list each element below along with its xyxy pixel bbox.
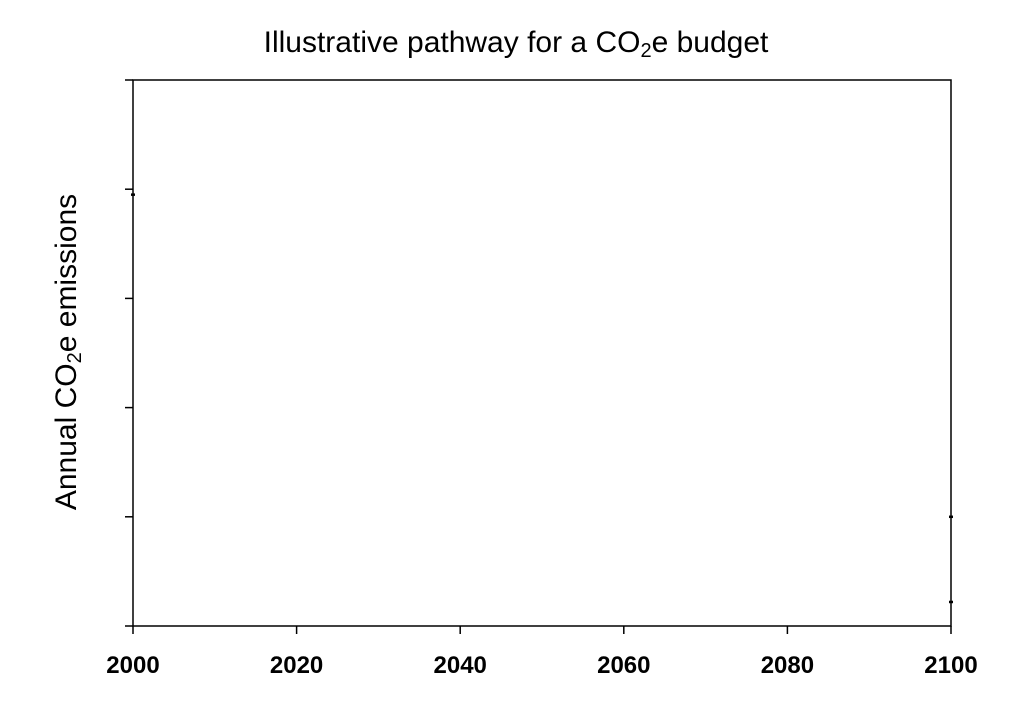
x-tick-label-5: 2100 xyxy=(924,652,977,679)
x-tick-label-3: 2060 xyxy=(597,652,650,679)
chart-title-suffix: e budget xyxy=(652,26,769,59)
data-marks xyxy=(131,193,953,604)
x-axis-ticks xyxy=(132,626,952,634)
y-axis-label-subscript: 2 xyxy=(64,352,86,363)
x-axis-tick-labels: 2000 2020 2040 2060 2080 2100 xyxy=(106,652,977,679)
y-axis-label-suffix: e emissions xyxy=(50,194,83,352)
y-axis-ticks xyxy=(125,79,133,627)
x-tick-label-4: 2080 xyxy=(761,652,814,679)
plot-frame xyxy=(132,79,952,627)
y-axis-label: Annual CO2e emissions xyxy=(50,194,86,510)
y-axis-label-prefix: Annual CO xyxy=(50,363,83,510)
chart-title-prefix: Illustrative pathway for a CO xyxy=(264,26,641,59)
x-tick-label-2: 2040 xyxy=(434,652,487,679)
x-tick-label-1: 2020 xyxy=(270,652,323,679)
chart-title: Illustrative pathway for a CO2e budget xyxy=(264,26,769,62)
x-tick-label-0: 2000 xyxy=(106,652,159,679)
chart-title-subscript: 2 xyxy=(640,40,651,62)
